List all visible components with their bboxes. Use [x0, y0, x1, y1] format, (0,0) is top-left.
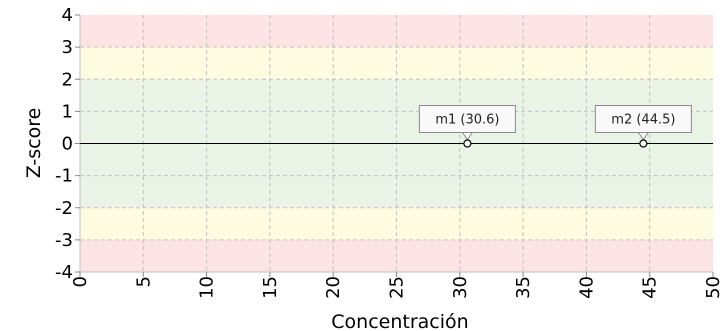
x-tick-label: 15	[260, 276, 281, 299]
y-tick-label: 2	[62, 69, 73, 90]
x-tick-label: 5	[133, 276, 154, 287]
x-tick-label: 20	[323, 276, 344, 299]
x-tick-label: 45	[640, 276, 661, 299]
x-tick-label: 10	[197, 276, 218, 299]
x-tick-labels: 0 5 10 15 20 25 30 35 40 45 50	[70, 272, 724, 299]
x-tick-label: 25	[387, 276, 408, 299]
point-callout: m2 (44.5)	[594, 105, 692, 148]
callout-pointer	[637, 132, 650, 141]
y-tick-labels: 4 3 2 1 0 -1 -2 -3 -4	[55, 5, 80, 283]
callout-pointer	[461, 132, 474, 141]
y-tick-label: 4	[62, 5, 73, 26]
y-tick-label: -1	[55, 166, 73, 187]
data-point	[639, 139, 648, 148]
x-tick-label: 50	[703, 276, 724, 299]
x-tick-label: 35	[513, 276, 534, 299]
y-tick-label: 3	[62, 37, 73, 58]
x-axis-label: Concentración	[331, 311, 468, 331]
y-tick-label: -4	[55, 262, 73, 283]
y-tick-label: -2	[55, 198, 73, 219]
x-tick-label: 30	[450, 276, 471, 299]
callout-label: m1 (30.6)	[435, 113, 499, 128]
callout-box	[418, 105, 516, 133]
callout-box	[594, 105, 692, 133]
data-point	[463, 139, 472, 148]
y-axis-label: Z-score	[23, 108, 45, 179]
point-callout: m1 (30.6)	[418, 105, 516, 148]
y-tick-label: 0	[62, 134, 73, 155]
x-tick-label: 40	[576, 276, 597, 299]
y-tick-label: 1	[62, 101, 73, 122]
callout-label: m2 (44.5)	[611, 113, 675, 128]
x-tick-label: 0	[70, 276, 91, 287]
data-points: m1 (30.6) m2 (44.5)	[418, 105, 692, 148]
y-tick-label: -3	[55, 230, 73, 251]
